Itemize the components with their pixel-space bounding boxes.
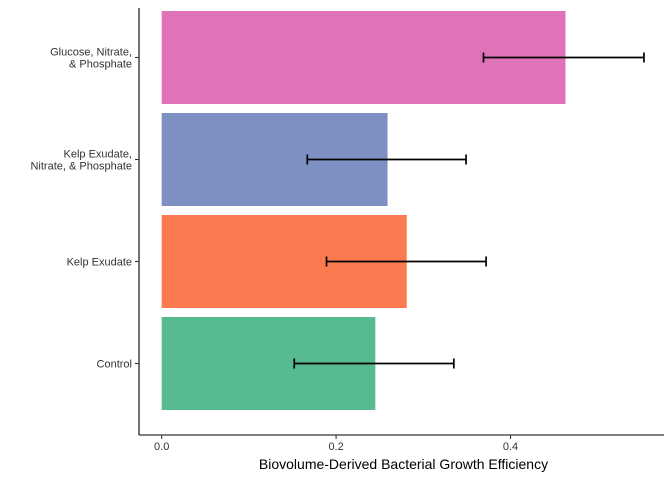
x-tick-label-0: 0.0: [154, 441, 169, 453]
y-tick-label-0: Control: [97, 359, 132, 371]
y-tick-label-1: Kelp Exudate: [67, 257, 132, 269]
y-tick-label-3: Glucose, Nitrate, & Phosphate: [50, 47, 132, 71]
x-tick-label-1: 0.2: [328, 441, 343, 453]
x-ticks-group: 0.0 0.2 0.4: [154, 435, 518, 453]
y-ticks-group: Control Kelp Exudate Kelp Exudate, Nitrate,…: [30, 47, 139, 371]
x-tick-label-2: 0.4: [503, 441, 518, 453]
y-tick-label-2: Kelp Exudate, Nitrate, & Phosphate: [30, 149, 132, 173]
error-bars-group: [293, 52, 645, 369]
bars-group: [161, 11, 566, 410]
x-axis-title: Biovolume-Derived Bacterial Growth Effic…: [259, 456, 548, 472]
